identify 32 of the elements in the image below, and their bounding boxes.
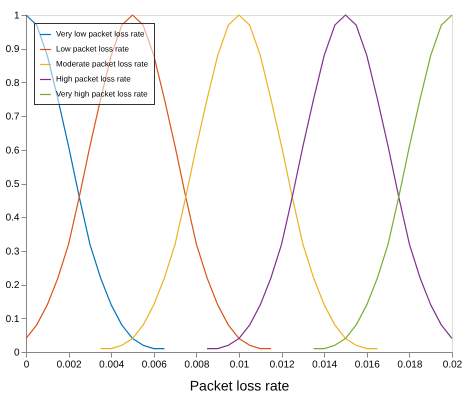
x-tick-label: 0.004 [99, 360, 125, 370]
legend-label: Very low packet loss rate [56, 30, 146, 38]
y-tick-label: 0.9 [6, 44, 20, 56]
x-tick-label: 0.008 [184, 360, 210, 370]
legend-label: Very high packet loss rate [56, 90, 148, 98]
x-tick-label: 0 [24, 360, 30, 370]
y-tick-label: 1 [14, 10, 20, 22]
x-tick-label: 0.012 [270, 360, 296, 370]
x-tick-label: 0.016 [354, 360, 380, 370]
x-tick-label: 0.006 [142, 360, 168, 370]
line-series [25, 14, 166, 350]
x-tick-label: 0.018 [397, 360, 423, 370]
y-tick-label: 0.8 [6, 78, 20, 89]
x-tick-label: 0.02 [442, 360, 463, 370]
legend-label: High packet loss rate [56, 74, 132, 84]
legend-label: Moderate packet loss rate [56, 60, 149, 68]
x-tick-label: 0.014 [312, 360, 338, 370]
line-series [312, 14, 453, 350]
x-tick-label: 0.002 [56, 360, 82, 370]
line-series [206, 14, 453, 350]
y-tick-label: 0.7 [6, 112, 20, 123]
y-tick-label: 0.3 [6, 246, 20, 258]
legend-label: Low packet loss rate [56, 44, 130, 54]
y-tick-label: 0 [14, 348, 20, 358]
x-tick-label: 0.01 [230, 360, 250, 370]
x-axis-title: Packet loss rate [190, 378, 290, 394]
y-tick-label: 0.5 [6, 179, 20, 190]
y-tick-label: 0.4 [6, 212, 20, 224]
y-tick-label: 0.6 [6, 145, 20, 156]
line-series [25, 14, 272, 350]
y-tick-label: 0.2 [6, 280, 20, 292]
y-tick-label: 0.1 [6, 314, 20, 325]
